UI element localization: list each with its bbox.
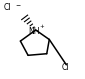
Text: NH: NH	[28, 27, 40, 36]
Text: Cl: Cl	[61, 63, 69, 72]
Text: −: −	[15, 2, 20, 7]
Text: +: +	[40, 24, 44, 29]
Text: Cl: Cl	[3, 3, 11, 12]
